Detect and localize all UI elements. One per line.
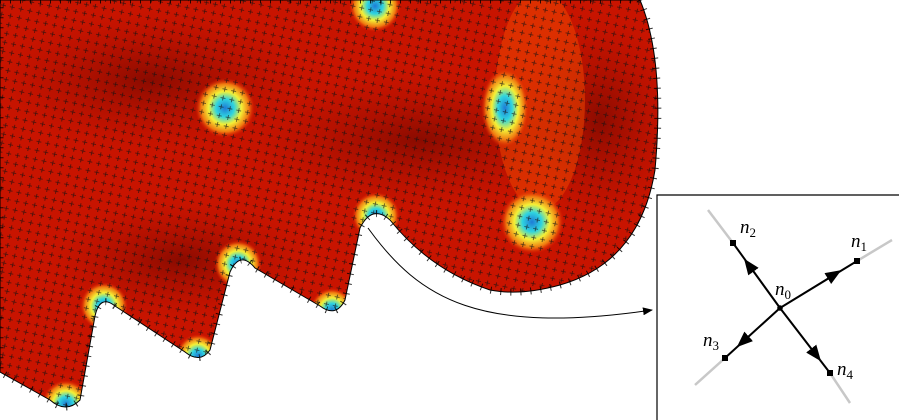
figure: n0 n1 n2 n3 n4 [0, 0, 899, 420]
label: n [851, 231, 861, 252]
stress-field [0, 0, 680, 420]
node-label: n4 [837, 359, 854, 382]
label: n [775, 279, 785, 300]
subscript: 4 [847, 367, 854, 382]
inset: n0 n1 n2 n3 n4 [657, 195, 899, 420]
node-label: n0 [775, 279, 791, 302]
subscript: 0 [785, 287, 792, 302]
label: n [703, 330, 713, 351]
nodes [722, 240, 860, 376]
edges [725, 243, 857, 373]
label: n [740, 217, 750, 238]
label: n [837, 359, 847, 380]
subscript: 1 [861, 239, 868, 254]
node-label: n2 [740, 217, 756, 240]
subscript: 3 [713, 338, 720, 353]
subscript: 2 [750, 225, 757, 240]
edge-arrows [738, 260, 840, 360]
node-label: n1 [851, 231, 867, 254]
node-label: n3 [703, 330, 719, 353]
